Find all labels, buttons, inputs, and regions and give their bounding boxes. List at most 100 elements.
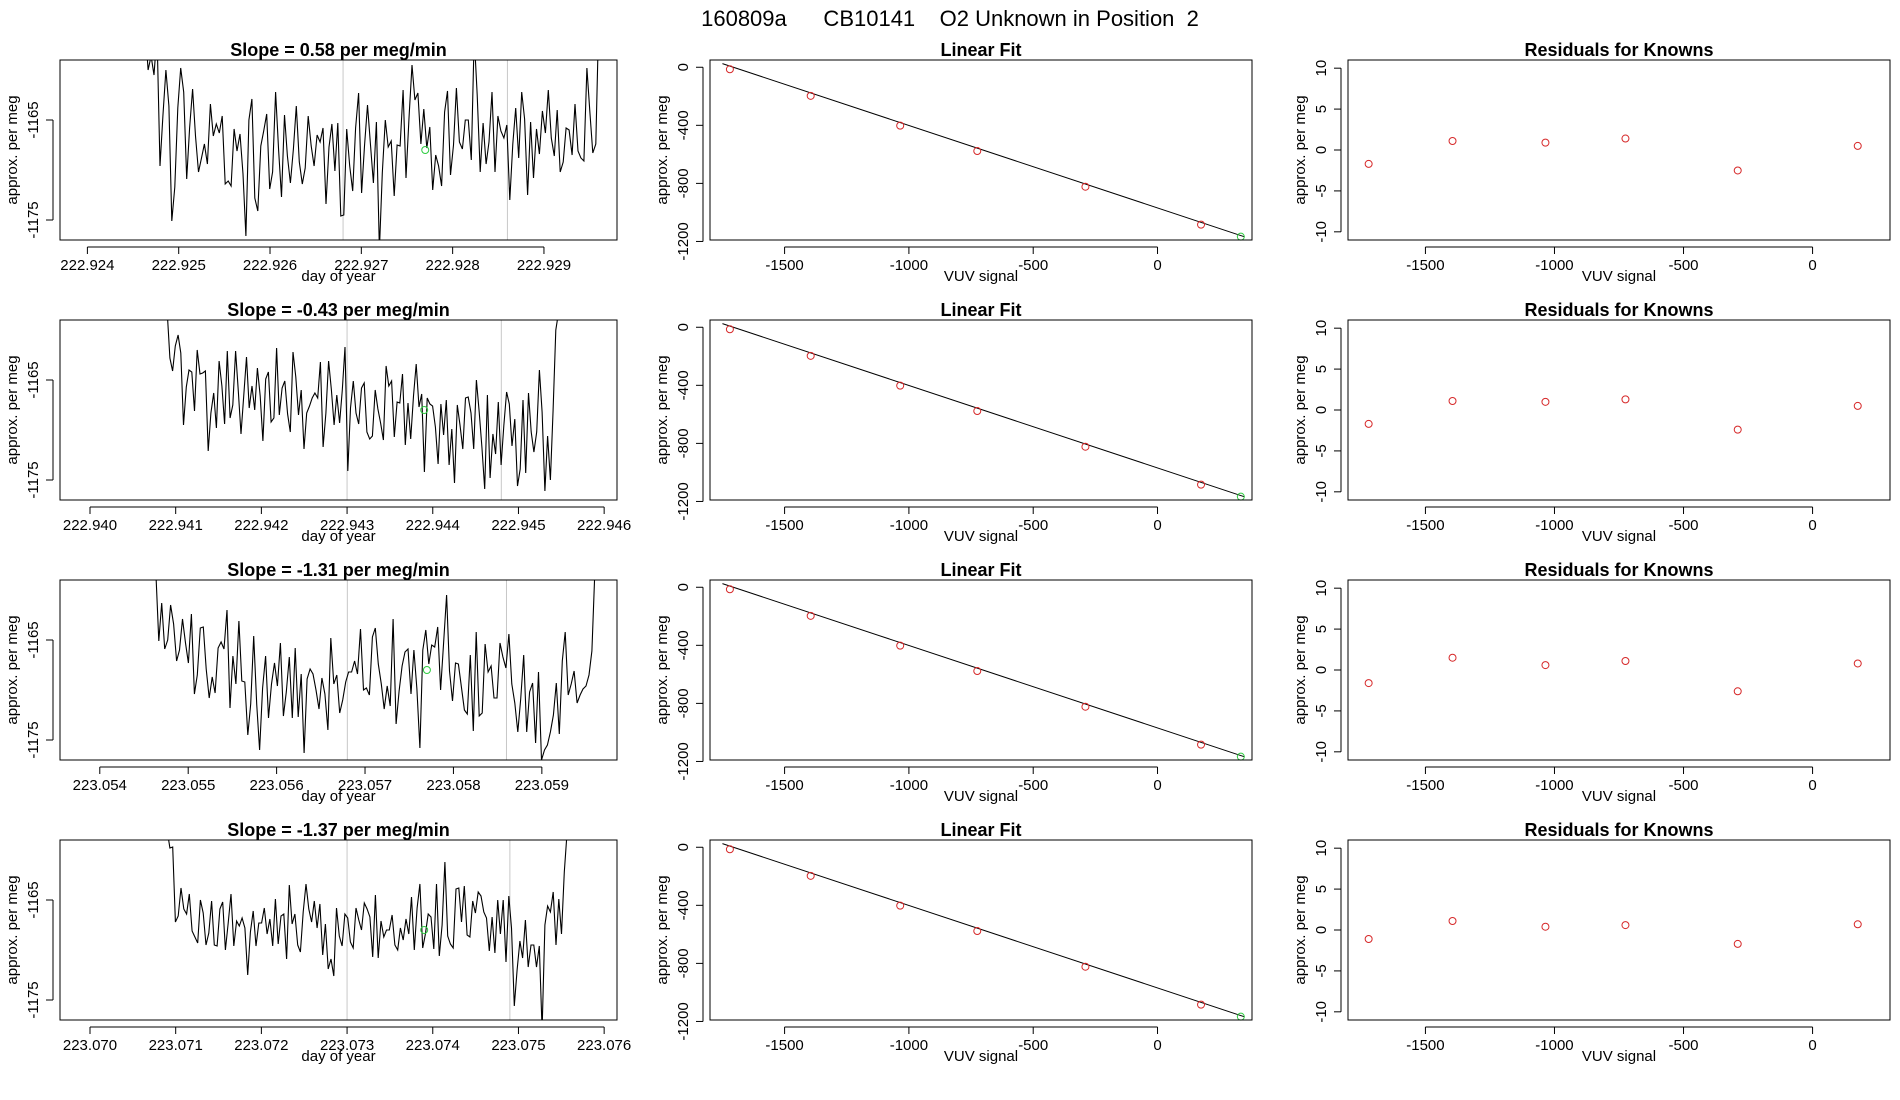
x-tick-label: -1000: [890, 257, 928, 274]
x-axis-label: VUV signal: [1582, 268, 1656, 285]
chart-panel: Residuals for Knowns VUV signal approx. pe…: [1292, 560, 1891, 805]
plot-frame: [709, 839, 1253, 1021]
x-axis-label: VUV signal: [1582, 1048, 1656, 1065]
chart-panel: Linear Fit VUV signal approx. per meg -1500…: [654, 560, 1253, 805]
known-point: [1081, 962, 1090, 971]
known-point: [806, 871, 815, 880]
residual-point: [1853, 920, 1862, 929]
known-point: [806, 351, 815, 360]
y-tick-label: -1165: [25, 361, 42, 398]
x-tick-label: 0: [1153, 1037, 1161, 1054]
chart-title: Slope = -1.37 per meg/min: [227, 820, 450, 840]
y-tick-label: 5: [1313, 625, 1330, 633]
residual-point: [1733, 425, 1742, 434]
chart-title: Linear Fit: [940, 40, 1021, 60]
known-point: [896, 641, 905, 650]
y-tick-label: -800: [675, 168, 692, 198]
x-axis-label: day of year: [301, 1048, 375, 1065]
residual-point: [1541, 138, 1550, 147]
chart-title: Residuals for Knowns: [1524, 40, 1713, 60]
known-point: [806, 91, 815, 100]
y-tick-label: 0: [675, 843, 692, 851]
x-tick-label: -500: [1018, 517, 1048, 534]
y-tick-label: -800: [675, 428, 692, 458]
x-tick-label: 222.925: [152, 257, 206, 274]
x-tick-label: -1500: [1406, 777, 1444, 794]
y-tick-label: 10: [1313, 580, 1330, 597]
x-tick-label: 222.946: [577, 517, 631, 534]
y-tick-label: 0: [1313, 406, 1330, 414]
known-point: [973, 927, 982, 936]
x-tick-label: 0: [1153, 777, 1161, 794]
trace-line: [167, 320, 558, 492]
plot-frame: [59, 59, 618, 241]
x-tick-label: -1000: [890, 1037, 928, 1054]
x-tick-label: 222.924: [60, 257, 114, 274]
trace-line: [168, 840, 568, 1020]
y-axis-label: approx. per meg: [654, 615, 671, 724]
panels: Slope = 0.58 per meg/min day of year appro…: [4, 40, 1891, 1065]
y-tick-label: 10: [1313, 60, 1330, 77]
x-tick-label: 223.075: [491, 1037, 545, 1054]
x-axis-label: VUV signal: [944, 528, 1018, 545]
chart-panel: Slope = 0.58 per meg/min day of year appro…: [4, 40, 618, 285]
residual-point: [1364, 679, 1373, 688]
y-tick-label: 0: [675, 63, 692, 71]
residual-point: [1364, 159, 1373, 168]
x-tick-label: -1000: [1535, 517, 1573, 534]
fit-line: [722, 583, 1245, 758]
known-point: [973, 407, 982, 416]
y-tick-label: 0: [1313, 146, 1330, 154]
x-tick-label: 223.059: [515, 777, 569, 794]
residual-point: [1621, 134, 1630, 143]
y-tick-label: -10: [1313, 1001, 1330, 1023]
y-axis-label: approx. per meg: [654, 355, 671, 464]
x-tick-label: -1500: [765, 517, 803, 534]
x-tick-label: 222.928: [426, 257, 480, 274]
known-point: [725, 65, 734, 74]
trace-line: [155, 580, 596, 760]
y-axis-label: approx. per meg: [1292, 355, 1309, 464]
y-tick-label: -400: [675, 630, 692, 660]
residual-point: [1364, 419, 1373, 428]
x-tick-label: 223.072: [234, 1037, 288, 1054]
unknown-point: [420, 926, 429, 934]
plot-frame: [1347, 59, 1891, 241]
x-axis-label: day of year: [301, 788, 375, 805]
y-tick-label: -10: [1313, 481, 1330, 503]
y-tick-label: -1175: [25, 981, 42, 1018]
x-tick-label: -1500: [1406, 257, 1444, 274]
chart-panel: Slope = -1.37 per meg/min day of year appr…: [4, 820, 631, 1065]
y-axis-label: approx. per meg: [4, 615, 21, 724]
plot-frame: [709, 59, 1253, 241]
x-tick-label: 223.054: [73, 777, 127, 794]
x-axis-label: day of year: [301, 268, 375, 285]
known-point: [1081, 702, 1090, 711]
x-tick-label: 223.073: [320, 1037, 374, 1054]
y-tick-label: -1200: [675, 1002, 692, 1040]
plot-frame: [59, 579, 618, 761]
y-tick-label: -1165: [25, 101, 42, 138]
x-tick-label: 222.944: [406, 517, 460, 534]
chart-panel: Slope = -1.31 per meg/min day of year appr…: [4, 560, 618, 805]
x-tick-label: -1500: [1406, 1037, 1444, 1054]
y-tick-label: -1200: [675, 482, 692, 520]
known-point: [725, 585, 734, 594]
residual-point: [1733, 166, 1742, 175]
known-point: [1081, 442, 1090, 451]
residual-point: [1448, 653, 1457, 662]
fit-line: [722, 843, 1245, 1018]
y-tick-label: -5: [1313, 704, 1330, 717]
x-tick-label: -500: [1018, 257, 1048, 274]
y-tick-label: 10: [1313, 840, 1330, 857]
x-axis-label: VUV signal: [944, 1048, 1018, 1065]
x-tick-label: -1000: [890, 517, 928, 534]
x-tick-label: 222.943: [320, 517, 374, 534]
y-axis-label: approx. per meg: [654, 95, 671, 204]
y-tick-label: -1175: [25, 721, 42, 758]
x-tick-label: -1000: [1535, 257, 1573, 274]
residual-point: [1364, 935, 1373, 943]
chart-title: Linear Fit: [940, 300, 1021, 320]
unknown-point: [421, 146, 430, 154]
x-axis-label: VUV signal: [944, 788, 1018, 805]
